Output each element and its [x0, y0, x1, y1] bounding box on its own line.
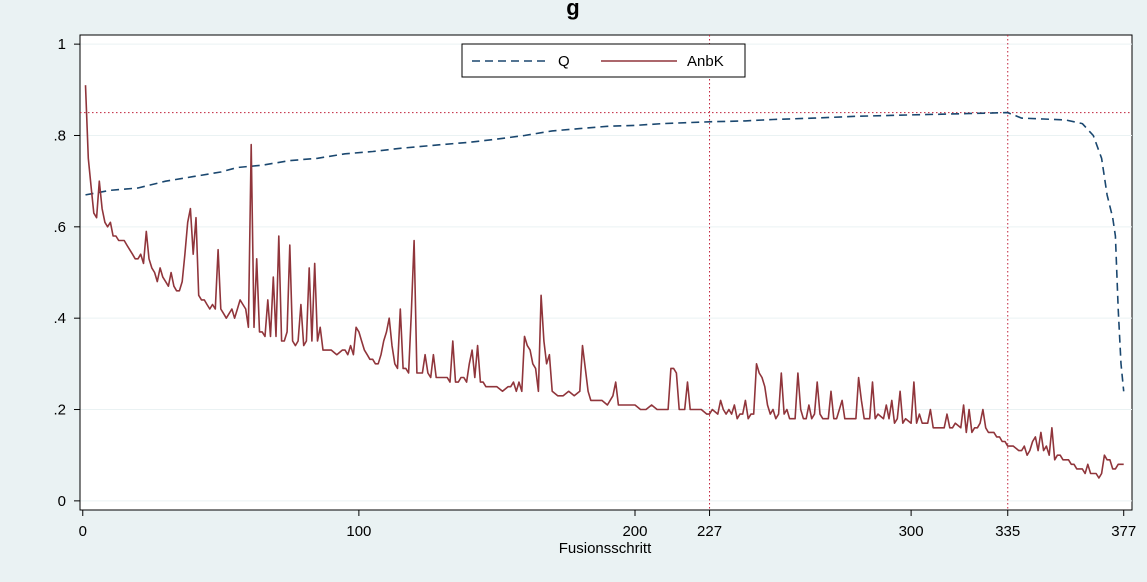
y-tick-label: 1	[58, 36, 66, 53]
axes	[79, 35, 1132, 511]
reference-lines	[80, 35, 1132, 510]
chart-title: g	[566, 0, 579, 20]
x-tick-label: 227	[697, 523, 722, 540]
x-axis-title: Fusionsschritt	[559, 540, 652, 557]
series-layer	[84, 85, 1125, 479]
y-tick-label: .6	[53, 219, 66, 236]
x-tick-label: 300	[899, 523, 924, 540]
x-tick-label: 100	[346, 523, 371, 540]
x-tick-label: 335	[995, 523, 1020, 540]
legend-label-anbk: AnbK	[687, 53, 724, 70]
series-line-q	[85, 111, 1125, 392]
legend-label-q: Q	[558, 53, 570, 70]
plot-area	[79, 34, 1133, 511]
y-tick-label: 0	[58, 493, 66, 510]
x-tick-label: 200	[622, 523, 647, 540]
y-tick-label: .4	[53, 310, 66, 327]
y-axis-ticks: 0 .2 .4 .6 .8 1	[53, 36, 80, 510]
series-line-anbk	[84, 85, 1124, 479]
x-axis-ticks: 0 100 200 227 300 335 377	[79, 510, 1136, 540]
y-tick-label: .2	[53, 402, 66, 419]
x-tick-label: 0	[79, 523, 87, 540]
x-tick-label: 377	[1111, 523, 1136, 540]
legend: Q AnbK	[461, 43, 746, 78]
y-tick-label: .8	[53, 127, 66, 144]
